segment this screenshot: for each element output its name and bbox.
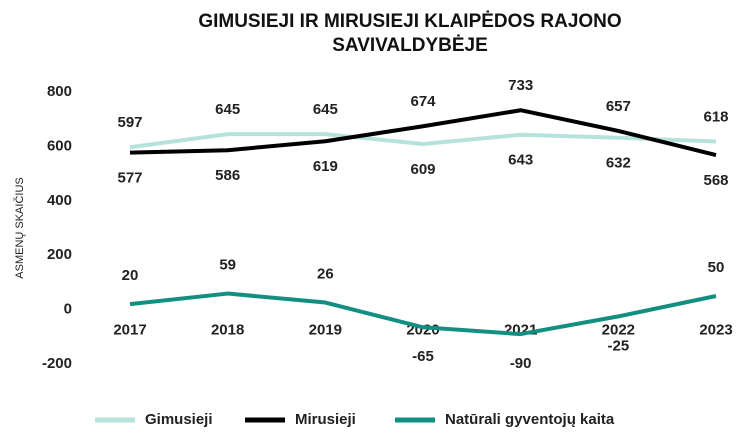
x-tick-label: 2018 <box>211 322 244 339</box>
legend-label: Mirusieji <box>295 411 356 428</box>
data-label: 568 <box>703 172 728 189</box>
data-label: 645 <box>215 101 240 118</box>
y-tick-label: 200 <box>47 246 72 263</box>
data-label: 674 <box>410 93 436 110</box>
y-tick-label: -200 <box>42 355 72 372</box>
y-tick-label: 800 <box>47 83 72 100</box>
data-label: 733 <box>508 77 533 94</box>
x-tick-label: 2022 <box>602 322 635 339</box>
data-label: 632 <box>606 155 631 172</box>
x-tick-label: 2019 <box>309 322 342 339</box>
data-label: 645 <box>313 101 338 118</box>
data-label: 657 <box>606 98 631 115</box>
data-label: 618 <box>703 108 728 125</box>
y-tick-label: 0 <box>64 301 72 318</box>
data-label: 26 <box>317 265 334 282</box>
y-axis-label: ASMENŲ SKAIČIUS <box>13 177 26 278</box>
legend-label: Gimusieji <box>145 411 213 428</box>
data-label: 619 <box>313 158 338 175</box>
series-line <box>129 132 717 150</box>
data-label: 577 <box>117 170 142 187</box>
data-label: 50 <box>708 259 725 276</box>
data-label: -65 <box>412 348 434 365</box>
legend-label: Natūrali gyventojų kaita <box>445 411 615 428</box>
data-label: 59 <box>219 257 236 274</box>
series-line <box>129 291 717 337</box>
data-label: -25 <box>607 337 629 354</box>
x-tick-label: 2017 <box>113 322 146 339</box>
chart-title: GIMUSIEJI IR MIRUSIEJI KLAIPĖDOS RAJONO <box>198 11 621 32</box>
data-label: 586 <box>215 167 240 184</box>
data-label: 609 <box>410 161 435 178</box>
data-label: -90 <box>510 355 532 372</box>
chart-title: SAVIVALDYBĖJE <box>332 35 488 56</box>
data-label: 20 <box>122 267 139 284</box>
series-line <box>129 108 717 158</box>
y-tick-label: 400 <box>47 192 72 209</box>
data-label: 643 <box>508 152 533 169</box>
data-label: 597 <box>117 114 142 131</box>
x-tick-label: 2023 <box>699 322 732 339</box>
y-tick-label: 600 <box>47 137 72 154</box>
